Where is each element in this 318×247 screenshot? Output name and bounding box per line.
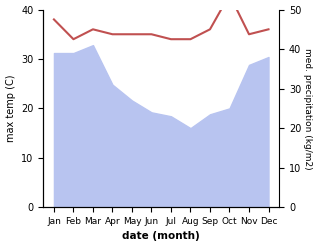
Y-axis label: med. precipitation (kg/m2): med. precipitation (kg/m2) [303,48,313,169]
Y-axis label: max temp (C): max temp (C) [5,75,16,142]
X-axis label: date (month): date (month) [122,231,200,242]
